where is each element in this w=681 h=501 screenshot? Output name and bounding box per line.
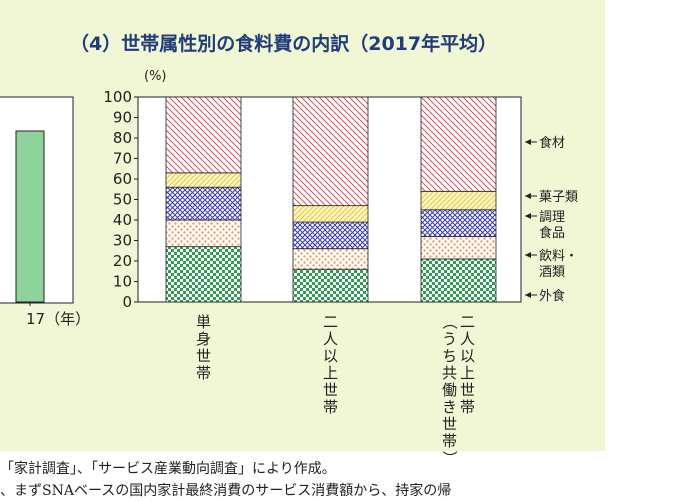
bar-segment <box>420 190 497 211</box>
y-tick-label: 60 <box>113 170 132 188</box>
bar-segment <box>420 209 497 237</box>
bar-segment <box>420 258 497 303</box>
legend-label: 酒類 <box>539 265 565 280</box>
legend-arrow-icon <box>525 252 531 258</box>
y-axis-unit: (%) <box>144 69 167 84</box>
category-label-char: 以 <box>460 347 475 365</box>
bar-segment <box>420 235 497 260</box>
category-label-char: 人 <box>323 330 338 348</box>
legend-label: 外食 <box>539 288 565 304</box>
legend-label: 調理 <box>539 210 565 225</box>
legend-arrow-icon <box>525 292 531 298</box>
category-label-char: 共 <box>442 364 457 382</box>
legend-arrow-icon <box>525 193 531 199</box>
bar-segment <box>165 186 242 221</box>
category-label-char: 上 <box>460 364 475 382</box>
bar-segment <box>420 96 497 192</box>
category-label-char: 人 <box>460 330 475 348</box>
legend-arrow-icon <box>525 213 531 219</box>
legend-label: 飲料・ <box>539 248 578 264</box>
y-tick-label: 90 <box>113 109 132 127</box>
category-label-char: 単 <box>196 313 211 331</box>
bar-segment <box>165 172 242 188</box>
footnote: 、まずSNAベースの国内家計最終消費のサービス消費額から、持家の帰 <box>0 483 452 499</box>
left-chart-x-tick-label: 17（年） <box>26 310 90 328</box>
bar-segment <box>165 219 242 248</box>
category-label-char: 世 <box>460 381 475 399</box>
category-label-char: 二 <box>460 313 475 331</box>
bar-segment <box>292 205 369 223</box>
legend-label: 菓子類 <box>539 190 578 205</box>
y-tick-label: 100 <box>103 88 132 106</box>
category-label-char: 帯 <box>442 432 457 450</box>
category-label-char: ち <box>442 347 457 365</box>
category-label-char: 世 <box>196 347 211 365</box>
category-label-char: 世 <box>442 415 457 433</box>
category-label-char: 世 <box>323 381 338 399</box>
y-tick-label: 30 <box>113 232 132 250</box>
bar-segment <box>292 96 369 207</box>
bar-segment <box>165 96 242 174</box>
category-label-char: 帯 <box>460 398 475 416</box>
category-label-char: 二 <box>323 313 338 331</box>
legend-label: 食品 <box>539 225 565 241</box>
y-tick-label: 40 <box>113 211 132 229</box>
category-label-char: （ <box>441 314 459 329</box>
legend-arrow-icon <box>525 139 531 145</box>
bar-segment <box>165 246 242 303</box>
bar-segment <box>292 268 369 303</box>
chart-title: （4）世帯属性別の食料費の内訳（2017年平均） <box>70 32 497 55</box>
bar-segment <box>292 221 369 250</box>
category-label-char: 上 <box>323 364 338 382</box>
category-label-char: 以 <box>323 347 338 365</box>
y-tick-label: 0 <box>122 293 132 311</box>
y-tick-label: 80 <box>113 129 132 147</box>
y-tick-label: 20 <box>113 252 132 270</box>
left-chart-bar <box>15 130 45 303</box>
bar-segment <box>292 248 369 270</box>
category-label-char: 働 <box>442 381 457 399</box>
y-tick-label: 70 <box>113 150 132 168</box>
source-note: 「家計調査」、「サービス産業動向調査」により作成。 <box>0 461 336 477</box>
category-label-char: う <box>442 330 457 348</box>
legend-label: 食材 <box>539 135 565 151</box>
category-label-char: 帯 <box>323 398 338 416</box>
left-partial-chart: 17（年） <box>0 96 90 328</box>
category-label-char: 身 <box>196 330 211 348</box>
category-label-char: 帯 <box>196 364 211 382</box>
y-tick-label: 10 <box>113 273 132 291</box>
category-label-char: ） <box>441 450 459 465</box>
category-label-char: き <box>442 398 457 416</box>
y-tick-label: 50 <box>113 191 132 209</box>
